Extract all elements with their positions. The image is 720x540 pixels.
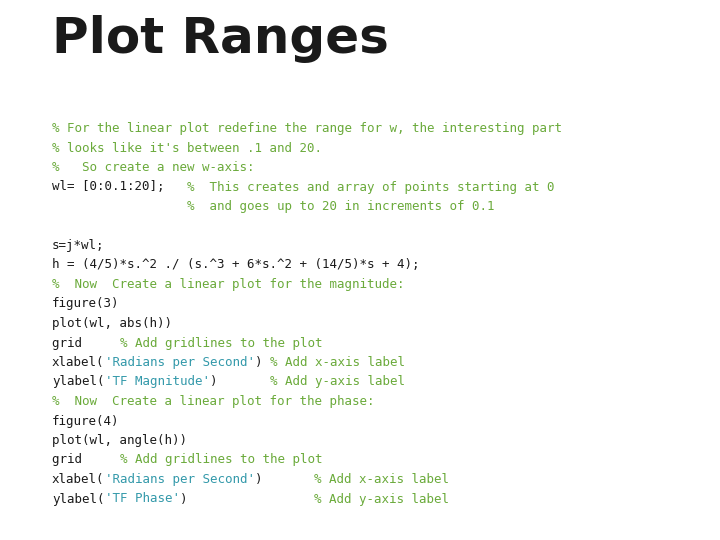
Text: % For the linear plot redefine the range for w, the interesting part: % For the linear plot redefine the range… [52, 122, 562, 135]
Text: 'Radians per Second': 'Radians per Second' [104, 473, 254, 486]
Text: grid: grid [52, 454, 120, 467]
Text: ): ) [179, 492, 315, 505]
Text: plot(wl, abs(h)): plot(wl, abs(h)) [52, 317, 172, 330]
Text: ylabel(: ylabel( [52, 375, 104, 388]
Text: 'TF Magnitude': 'TF Magnitude' [104, 375, 210, 388]
Text: xlabel(: xlabel( [52, 473, 104, 486]
Text: xlabel(: xlabel( [52, 356, 104, 369]
Text: ): ) [254, 356, 269, 369]
Text: wl= [0:0.1:20];: wl= [0:0.1:20]; [52, 180, 187, 193]
Text: 'Radians per Second': 'Radians per Second' [104, 356, 254, 369]
Text: ): ) [210, 375, 269, 388]
Text: % Add gridlines to the plot: % Add gridlines to the plot [120, 336, 322, 349]
Text: %   So create a new w-axis:: % So create a new w-axis: [52, 161, 254, 174]
Text: % Add x-axis label: % Add x-axis label [269, 356, 405, 369]
Text: % Add gridlines to the plot: % Add gridlines to the plot [120, 454, 322, 467]
Text: % Add y-axis label: % Add y-axis label [315, 492, 449, 505]
Text: % looks like it's between .1 and 20.: % looks like it's between .1 and 20. [52, 141, 322, 154]
Text: %  and goes up to 20 in increments of 0.1: % and goes up to 20 in increments of 0.1 [187, 200, 495, 213]
Text: plot(wl, angle(h)): plot(wl, angle(h)) [52, 434, 187, 447]
Text: %  Now  Create a linear plot for the phase:: % Now Create a linear plot for the phase… [52, 395, 374, 408]
Text: ylabel(: ylabel( [52, 492, 104, 505]
Text: grid: grid [52, 336, 120, 349]
Text: figure(3): figure(3) [52, 298, 120, 310]
Text: %  Now  Create a linear plot for the magnitude:: % Now Create a linear plot for the magni… [52, 278, 405, 291]
Text: ): ) [254, 473, 315, 486]
Text: %  This creates and array of points starting at 0: % This creates and array of points start… [187, 180, 554, 193]
Text: % Add y-axis label: % Add y-axis label [269, 375, 405, 388]
Text: figure(4): figure(4) [52, 415, 120, 428]
Text: Plot Ranges: Plot Ranges [52, 15, 389, 63]
Text: s=j*wl;: s=j*wl; [52, 239, 104, 252]
Text: h = (4/5)*s.^2 ./ (s.^3 + 6*s.^2 + (14/5)*s + 4);: h = (4/5)*s.^2 ./ (s.^3 + 6*s.^2 + (14/5… [52, 259, 420, 272]
Text: % Add x-axis label: % Add x-axis label [315, 473, 449, 486]
Text: 'TF Phase': 'TF Phase' [104, 492, 179, 505]
